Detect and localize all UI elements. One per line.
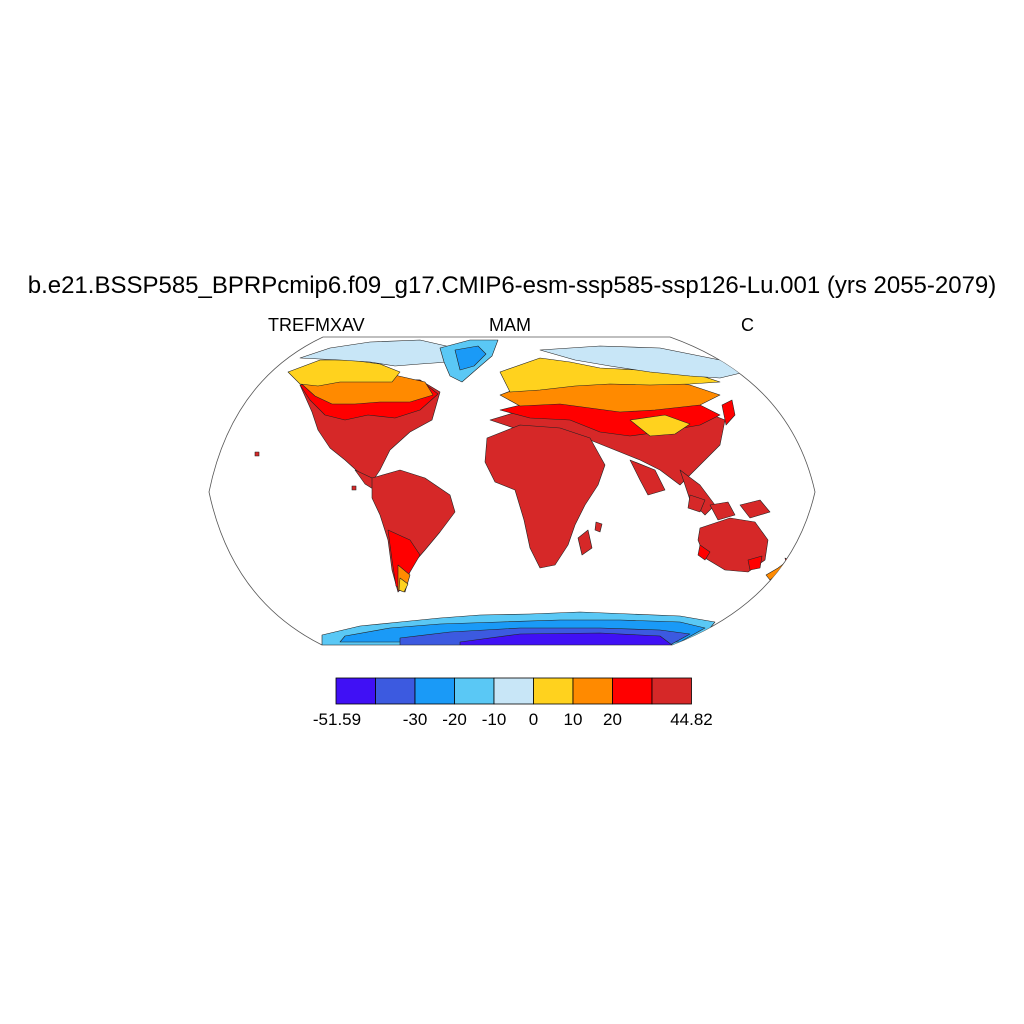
colorbar-box (572, 677, 613, 705)
colorbar-tick-label: -51.59 (313, 710, 361, 729)
colorbar-tick-label: 0 (529, 710, 538, 729)
colorbar-tick-label: -20 (442, 710, 467, 729)
eurasia (489, 345, 746, 516)
colorbar-tick-label: 20 (603, 710, 622, 729)
colorbar-box (612, 677, 653, 705)
small-islands (254, 399, 736, 533)
antarctica (321, 611, 716, 645)
australia (697, 517, 769, 573)
colorbar-box (454, 677, 495, 705)
units-label: C (741, 315, 754, 335)
colorbar-box (414, 677, 455, 705)
season-label: MAM (489, 315, 531, 335)
colorbar-tick-label: 44.82 (670, 710, 713, 729)
south-america (371, 469, 456, 593)
greenland (439, 339, 499, 383)
variable-label: TREFMXAV (268, 315, 365, 335)
africa (484, 424, 606, 569)
colorbar-box (493, 677, 534, 705)
colorbar-box (533, 677, 574, 705)
colorbar-tick-label: -30 (403, 710, 428, 729)
colorbar-tick-label: 10 (564, 710, 583, 729)
colorbar-box (335, 677, 376, 705)
figure-title: b.e21.BSSP585_BPRPcmip6.f09_g17.CMIP6-es… (27, 272, 997, 299)
colorbar: -51.59 -30 -20 -10 0 10 20 44.82 (313, 677, 713, 729)
north-america (287, 339, 456, 493)
colorbar-box (651, 677, 692, 705)
colorbar-tick-label: -10 (482, 710, 507, 729)
colorbar-box (375, 677, 416, 705)
